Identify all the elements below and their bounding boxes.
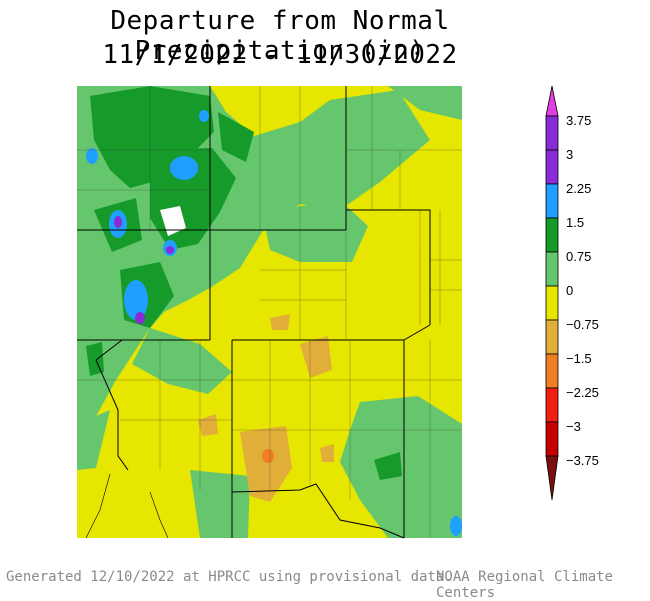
legend-arrow-bottom — [545, 455, 559, 501]
map-area — [77, 86, 462, 538]
legend-swatch-neg3.75 — [545, 421, 559, 457]
legend-swatch-0.75 — [545, 217, 559, 253]
credit-note: NOAA Regional Climate Centers — [436, 569, 614, 601]
legend-label: 0.75 — [566, 249, 592, 264]
legend-swatch-neg3 — [545, 387, 559, 423]
county-boundaries — [77, 86, 462, 538]
color-legend — [545, 85, 559, 501]
legend-label: −3 — [566, 419, 581, 434]
legend-label: 0 — [566, 283, 574, 298]
legend-swatch-3 — [545, 115, 559, 151]
legend-label: −1.5 — [566, 351, 592, 366]
legend-label: 3.75 — [566, 113, 592, 128]
map-title: Departure from Normal Precipitation (in) — [110, 6, 450, 66]
legend-swatch-2.25 — [545, 149, 559, 185]
generated-note: Generated 12/10/2022 at HPRCC using prov… — [6, 569, 453, 585]
map-date-range: 11/1/2022 - 11/30/2022 — [102, 40, 458, 70]
legend-swatch-neg0.75 — [545, 285, 559, 321]
legend-label: 2.25 — [566, 181, 592, 196]
legend-label: 1.5 — [566, 215, 585, 230]
legend-arrow-top — [545, 85, 559, 117]
legend-swatch-neg2.25 — [545, 353, 559, 389]
legend-label: −0.75 — [566, 317, 599, 332]
mexico-outline — [85, 473, 169, 539]
legend-label: 3 — [566, 147, 574, 162]
legend-swatch-1.5 — [545, 183, 559, 219]
legend-swatch-neg1.5 — [545, 319, 559, 355]
state-boundaries — [77, 86, 431, 539]
legend-swatch-0 — [545, 251, 559, 287]
legend-label: −2.25 — [566, 385, 599, 400]
legend-label: −3.75 — [566, 453, 599, 468]
